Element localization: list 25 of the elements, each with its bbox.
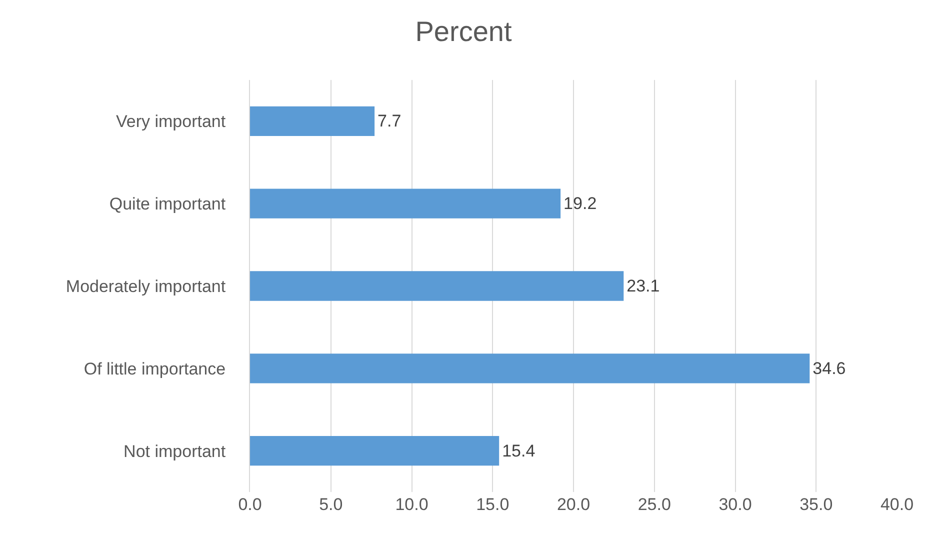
- x-tick-label: 25.0: [638, 495, 671, 514]
- bar: [250, 436, 500, 466]
- data-label: 23.1: [626, 276, 660, 296]
- x-tick-label: 40.0: [880, 495, 914, 514]
- data-label: 15.4: [502, 441, 536, 460]
- data-label: 19.2: [564, 194, 597, 214]
- chart-title: Percent: [415, 16, 512, 48]
- y-tick-label: Quite important: [109, 194, 226, 214]
- y-tick-label: Very important: [116, 112, 226, 132]
- y-tick-label: Of little importance: [84, 359, 226, 378]
- data-label: 7.7: [378, 112, 402, 131]
- bar: [250, 106, 375, 136]
- x-tick-label: 10.0: [395, 495, 428, 514]
- x-tick-label: 5.0: [319, 495, 343, 514]
- x-tick-label: 20.0: [556, 495, 590, 514]
- y-tick-label: Not important: [124, 442, 226, 461]
- data-label: 34.6: [812, 358, 846, 378]
- bar: [250, 271, 624, 301]
- bar: [250, 188, 561, 218]
- bar: [250, 354, 810, 384]
- x-tick-label: 0.0: [238, 495, 262, 514]
- x-tick-label: 35.0: [800, 495, 833, 514]
- y-tick-label: Moderately important: [66, 276, 226, 296]
- x-tick-label: 15.0: [476, 495, 510, 514]
- x-tick-label: 30.0: [718, 495, 752, 514]
